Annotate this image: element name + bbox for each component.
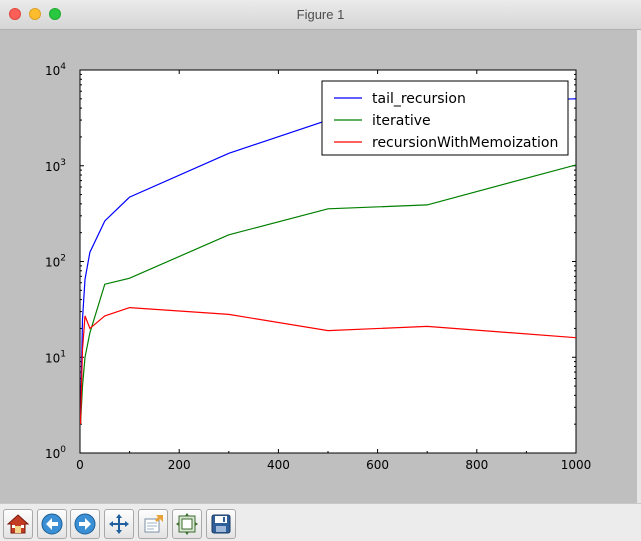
zoom-rect-icon [144,515,163,533]
y-tick-exponent: 2 [60,254,66,264]
y-tick-label: 103 [45,158,66,174]
y-tick-base: 10 [45,160,60,174]
y-tick-exponent: 1 [60,349,66,359]
forward-button[interactable] [70,509,100,539]
legend-label: iterative [372,113,431,129]
x-tick-label: 600 [366,458,389,472]
forward-arrow-icon [74,513,96,535]
y-tick-exponent: 4 [60,62,66,72]
x-tick-label: 200 [168,458,191,472]
y-tick-exponent: 3 [60,158,66,168]
x-tick-label: 0 [76,458,84,472]
y-tick-label: 101 [45,349,66,365]
x-tick-label: 800 [465,458,488,472]
home-button[interactable] [3,509,33,539]
y-tick-base: 10 [45,447,60,461]
x-tick-label: 400 [267,458,290,472]
legend-box [321,80,569,156]
pan-button[interactable] [104,509,134,539]
y-tick-label: 100 [45,445,66,461]
y-tick-base: 10 [45,64,60,78]
y-tick-exponent: 0 [60,445,66,455]
back-button[interactable] [37,509,67,539]
subplots-button[interactable] [172,509,202,539]
series-line-recursionWithMemoization [80,306,576,425]
save-button[interactable] [206,509,236,539]
floppy-disk-icon [211,514,231,534]
x-tick-label: 1000 [561,458,592,472]
move-arrows-icon [109,514,129,534]
subplots-config-icon [176,513,198,535]
back-arrow-icon [41,513,63,535]
navigation-toolbar [0,503,641,541]
home-icon [7,514,29,534]
maximize-window-button[interactable] [49,8,61,20]
y-tick-base: 10 [45,351,60,365]
y-tick-base: 10 [45,256,60,270]
title-bar[interactable]: Figure 1 [0,0,641,30]
series-line-iterative [80,164,576,425]
minimize-window-button[interactable] [29,8,41,20]
y-tick-label: 104 [45,62,66,78]
legend-label: recursionWithMemoization [372,135,558,151]
window-title: Figure 1 [296,7,345,22]
figure-canvas[interactable]: 0 200 400 600 800 1000 100 101 102 103 104 tail_re… [0,30,641,503]
legend-label: tail_recursion [372,91,466,107]
zoom-button[interactable] [138,509,168,539]
window-edge [637,30,641,503]
y-tick-label: 102 [45,254,66,270]
close-window-button[interactable] [9,8,21,20]
